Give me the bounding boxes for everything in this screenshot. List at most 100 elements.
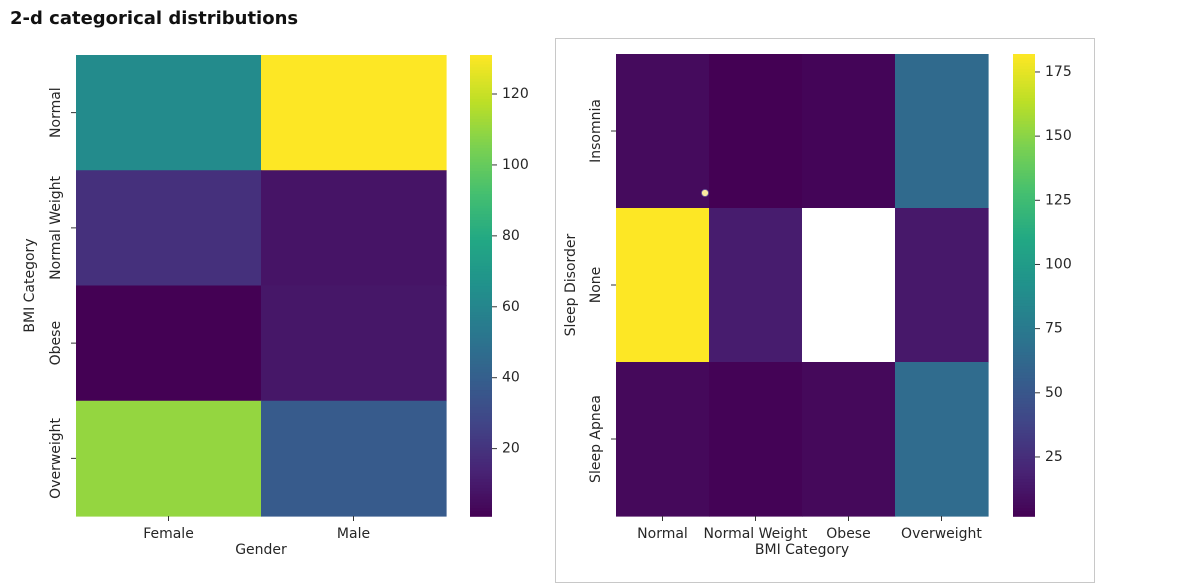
colorbar-band — [470, 230, 492, 235]
colorbar-band — [470, 204, 492, 209]
colorbar-band — [1013, 105, 1035, 110]
colorbar-band — [470, 63, 492, 68]
colorbar-band — [470, 60, 492, 65]
x-tick-label: Overweight — [901, 526, 982, 542]
colorbar-band — [470, 279, 492, 284]
colorbar-band — [1013, 241, 1035, 246]
y-axis-label: BMI Category — [22, 238, 38, 332]
colorbar-band — [470, 109, 492, 114]
colorbar-band — [1013, 484, 1035, 488]
colorbar-band — [1013, 492, 1035, 497]
colorbar-band — [1013, 59, 1035, 64]
colorbar-band — [1013, 426, 1035, 431]
colorbar-band — [470, 147, 492, 151]
x-axis-label: Gender — [235, 542, 287, 558]
colorbar-band — [1013, 351, 1035, 356]
colorbar-band — [1013, 54, 1035, 58]
heatmap-cell — [616, 208, 710, 363]
colorbar-band — [1013, 290, 1035, 295]
colorbar-tick-label: 75 — [1045, 321, 1063, 337]
colorbar-band — [470, 144, 492, 148]
colorbar-band — [470, 227, 492, 232]
colorbar-band — [470, 112, 492, 117]
colorbar-band — [1013, 371, 1035, 376]
colorbar-band — [470, 55, 492, 59]
heatmap-cell — [616, 362, 710, 517]
colorbar-band — [1013, 368, 1035, 373]
colorbar-band — [470, 101, 492, 105]
colorbar-band — [470, 340, 492, 344]
colorbar-band — [1013, 65, 1035, 70]
colorbar-band — [470, 268, 492, 272]
colorbar-band — [1013, 481, 1035, 486]
colorbar-band — [470, 389, 492, 393]
colorbar-band — [470, 369, 492, 373]
colorbar-band — [1013, 469, 1035, 474]
colorbar-band — [470, 271, 492, 275]
colorbar-band — [1013, 259, 1035, 263]
colorbar-band — [470, 124, 492, 128]
colorbar-band — [470, 265, 492, 270]
colorbar-band — [470, 481, 492, 486]
colorbar-band — [1013, 261, 1035, 266]
colorbar-band — [1013, 146, 1035, 151]
colorbar-band — [1013, 365, 1035, 370]
colorbar-band — [470, 118, 492, 123]
colorbar-band — [1013, 250, 1035, 255]
colorbar-band — [1013, 134, 1035, 139]
colorbar-band — [1013, 380, 1035, 384]
colorbar-band — [470, 219, 492, 223]
page-title: 2-d categorical distributions — [10, 8, 299, 29]
colorbar-band — [1013, 310, 1035, 315]
colorbar-band — [470, 386, 492, 391]
colorbar-band — [470, 57, 492, 62]
colorbar-band — [1013, 412, 1035, 416]
colorbar-band — [1013, 279, 1035, 283]
colorbar-band — [1013, 276, 1035, 281]
colorbar-band — [470, 363, 492, 367]
colorbar-band — [470, 418, 492, 422]
colorbar-band — [470, 328, 492, 333]
colorbar-band — [1013, 435, 1035, 439]
colorbar-band — [470, 337, 492, 342]
colorbar-band — [1013, 97, 1035, 101]
colorbar-band — [470, 196, 492, 200]
colorbar-band — [1013, 137, 1035, 142]
colorbar-band — [470, 461, 492, 465]
colorbar-band — [470, 288, 492, 293]
y-tick-label: Sleep Apnea — [588, 395, 604, 483]
colorbar-tick-label: 40 — [502, 370, 520, 386]
colorbar-band — [470, 273, 492, 278]
colorbar-band — [470, 242, 492, 246]
colorbar-band — [1013, 189, 1035, 194]
colorbar-band — [1013, 386, 1035, 390]
colorbar-band — [470, 115, 492, 120]
colorbar-band — [1013, 215, 1035, 220]
colorbar-band — [470, 259, 492, 264]
colorbar-band — [1013, 155, 1035, 159]
colorbar-band — [1013, 267, 1035, 272]
colorbar-band — [470, 233, 492, 238]
colorbar-band — [470, 178, 492, 183]
colorbar-band — [470, 455, 492, 460]
colorbar-band — [470, 245, 492, 249]
colorbar-band — [470, 420, 492, 425]
colorbar-band — [1013, 293, 1035, 298]
colorbar-band — [470, 89, 492, 94]
colorbar-band — [1013, 420, 1035, 425]
colorbar-tick-label: 100 — [1045, 256, 1072, 272]
y-tick-label: Obese — [48, 321, 64, 365]
heatmap-cell — [895, 54, 989, 209]
colorbar-band — [470, 394, 492, 399]
colorbar-band — [1013, 94, 1035, 99]
colorbar-band — [470, 377, 492, 382]
colorbar-band — [470, 354, 492, 359]
heatmap-cell — [802, 362, 896, 517]
colorbar-band — [470, 72, 492, 76]
colorbar-band — [470, 467, 492, 471]
colorbar-band — [470, 501, 492, 506]
colorbar-band — [1013, 432, 1035, 436]
colorbar-band — [470, 106, 492, 111]
colorbar-band — [1013, 414, 1035, 419]
colorbar-band — [1013, 129, 1035, 133]
